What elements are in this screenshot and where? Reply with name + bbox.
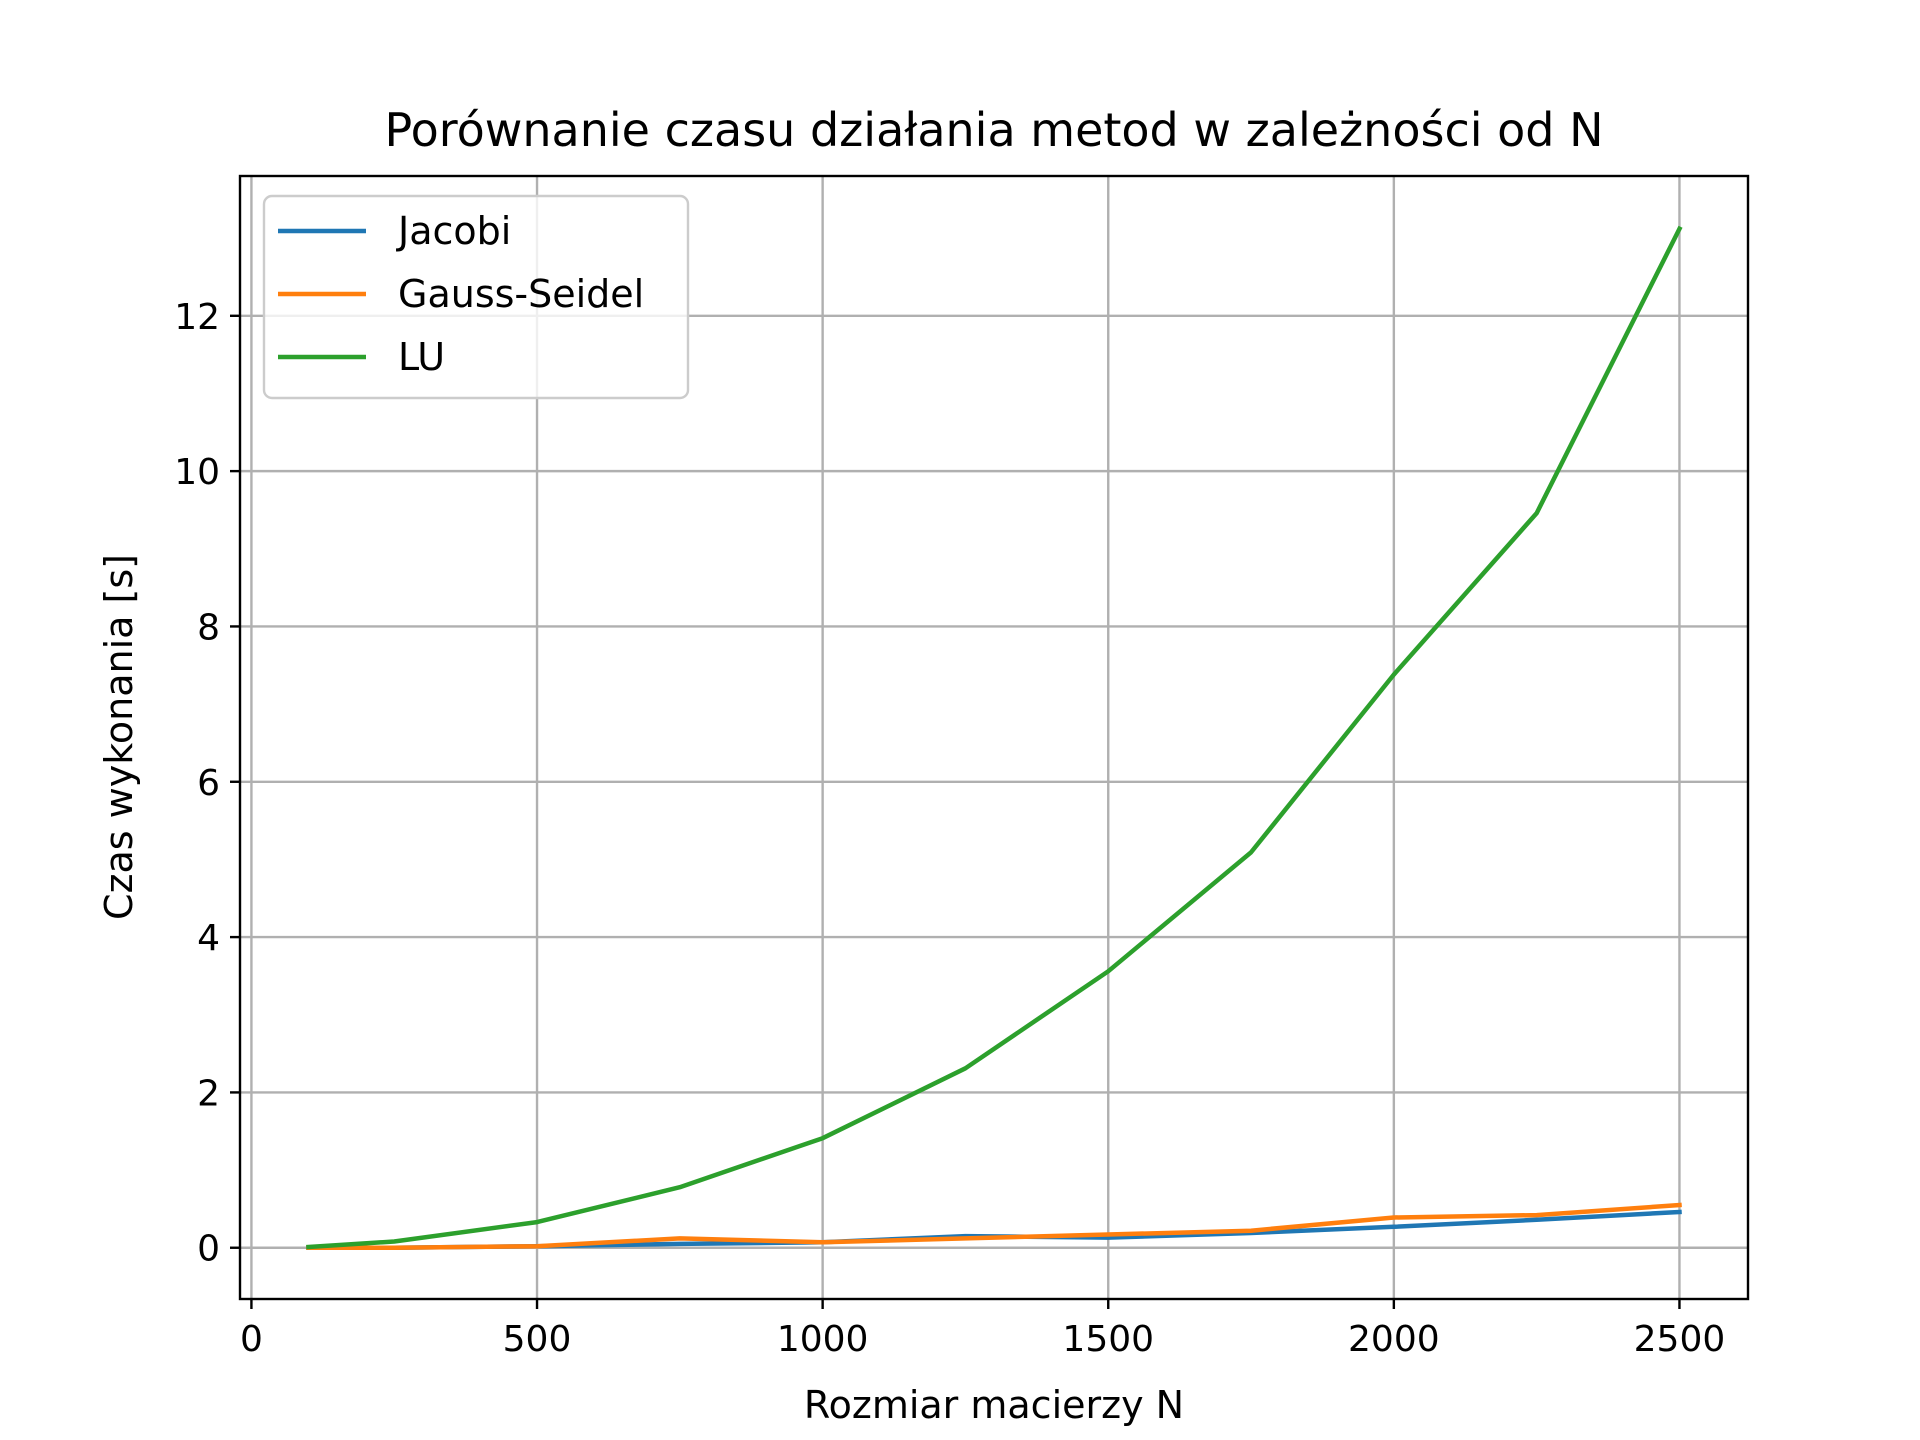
- series-lines: [306, 225, 1683, 1250]
- y-tick-label: 12: [174, 297, 220, 338]
- legend: Jacobi Gauss-Seidel LU: [262, 194, 690, 400]
- y-tick-label: 0: [197, 1229, 220, 1270]
- series-line-lu: [306, 225, 1683, 1250]
- x-tick-label: 500: [503, 1319, 572, 1360]
- legend-label-jacobi: Jacobi: [396, 209, 511, 253]
- x-tick-label: 0: [240, 1319, 263, 1360]
- x-tick-label: 1500: [1062, 1319, 1154, 1360]
- x-tick-label: 2500: [1634, 1319, 1726, 1360]
- y-tick-label: 10: [174, 452, 220, 493]
- chart-title: Porównanie czasu działania metod w zależ…: [384, 103, 1603, 157]
- y-tick-label: 4: [197, 918, 220, 959]
- series-line-gauss-seidel: [306, 1202, 1682, 1250]
- y-tick-label: 6: [197, 763, 220, 804]
- x-tick-label: 1000: [777, 1319, 869, 1360]
- legend-label-gauss-seidel: Gauss-Seidel: [398, 272, 644, 316]
- y-tick-label: 8: [197, 607, 220, 648]
- legend-label-lu: LU: [398, 335, 445, 379]
- x-tick-label: 2000: [1348, 1319, 1440, 1360]
- plot-frame: [238, 174, 1750, 1301]
- axis-ticks: 0 500 1000 1500 2000 2500 0 2 4 6 8 10 12: [174, 297, 1725, 1360]
- y-axis-title: Czas wykonania [s]: [97, 554, 141, 920]
- x-axis-title: Rozmiar macierzy N: [804, 1383, 1184, 1427]
- legend-box: [262, 194, 690, 400]
- y-tick-label: 2: [197, 1073, 220, 1114]
